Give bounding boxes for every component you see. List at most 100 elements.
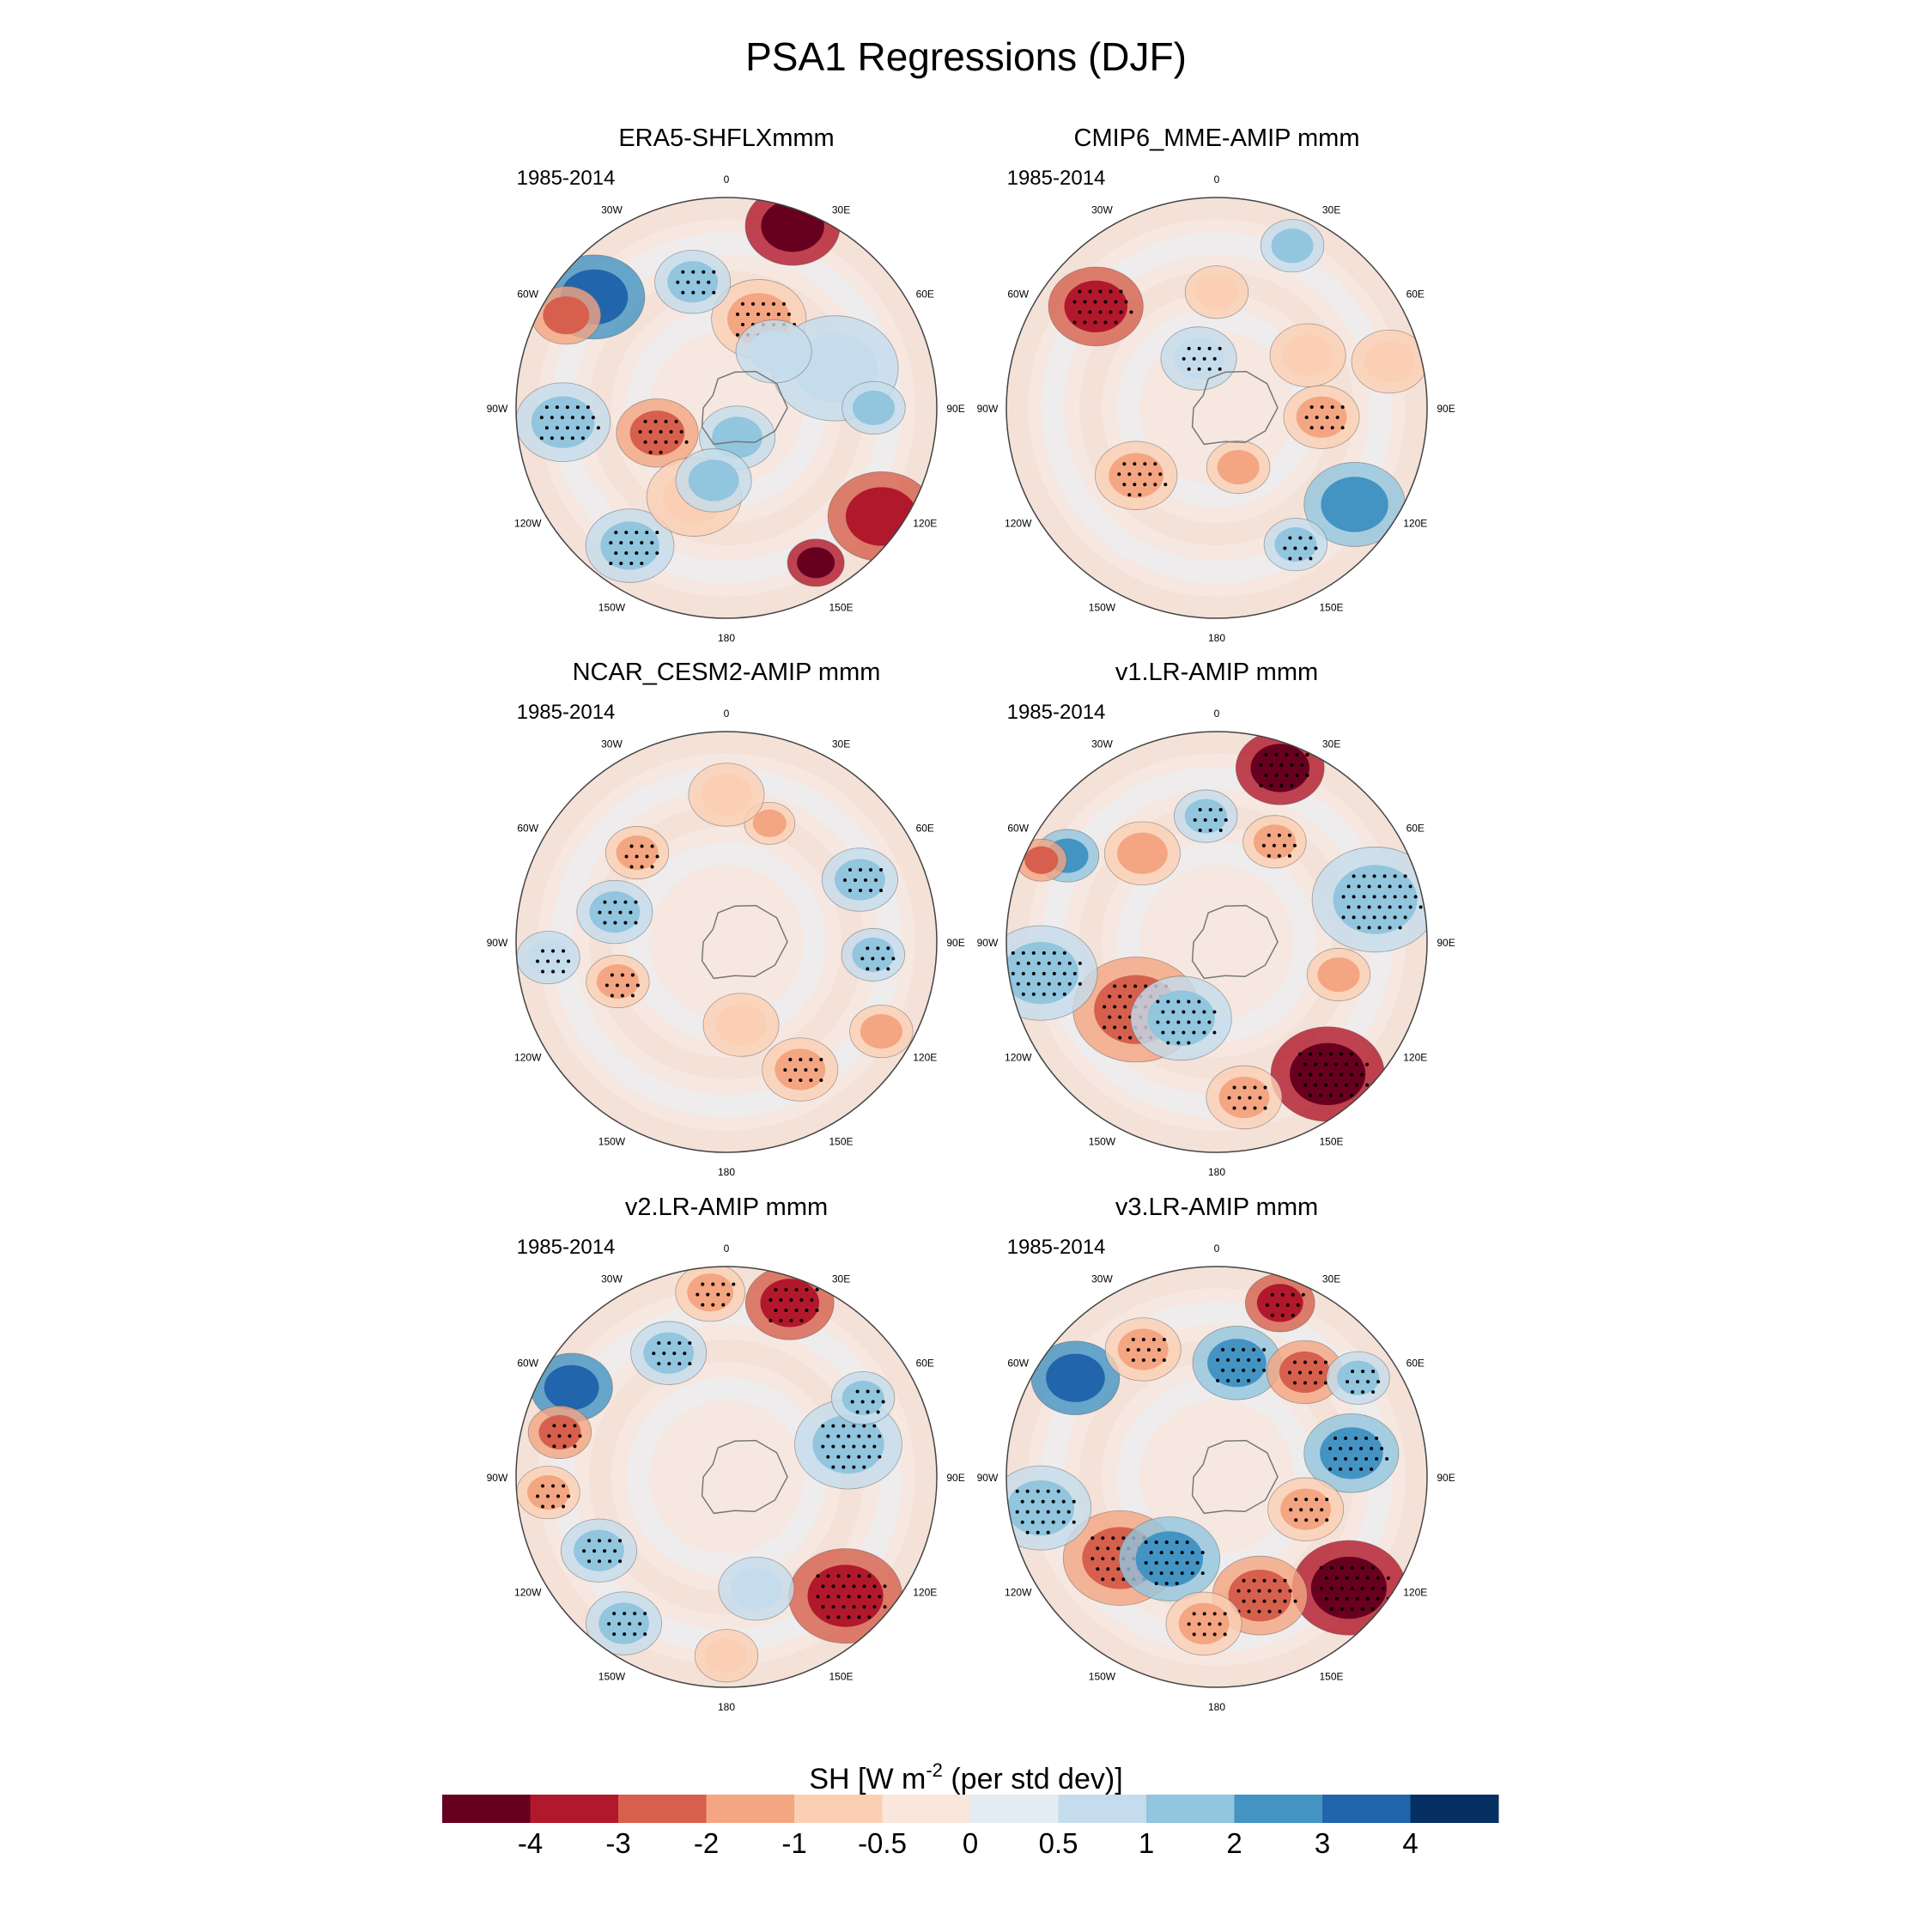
map-boundary bbox=[515, 1266, 938, 1688]
stipple-dot bbox=[1192, 1010, 1196, 1014]
anomaly-contour bbox=[1184, 265, 1249, 319]
stippling bbox=[769, 1287, 819, 1322]
stipple-dot bbox=[869, 868, 873, 872]
stipple-dot bbox=[761, 301, 765, 306]
stipple-dot bbox=[587, 1559, 592, 1564]
stippling bbox=[1289, 1498, 1329, 1522]
stipple-dot bbox=[1350, 1093, 1354, 1097]
stipple-dot bbox=[614, 531, 618, 535]
stippling bbox=[1341, 874, 1423, 930]
stipple-dot bbox=[1144, 1540, 1148, 1545]
longitude-label: 90W bbox=[977, 1472, 999, 1484]
anomaly-contour bbox=[1235, 732, 1325, 805]
stipple-dot bbox=[541, 1504, 545, 1509]
panel-period: 1985-2014 bbox=[517, 1236, 616, 1259]
anomaly-core bbox=[853, 390, 895, 426]
anomaly-patch bbox=[576, 879, 653, 945]
stipple-dot bbox=[638, 429, 642, 434]
stipple-dot bbox=[1025, 1489, 1030, 1493]
stipple-dot bbox=[1262, 1347, 1267, 1352]
anomaly-contour bbox=[1260, 219, 1325, 273]
stipple-dot bbox=[696, 280, 701, 284]
stipple-dot bbox=[789, 1297, 793, 1302]
stipple-dot bbox=[1377, 884, 1382, 889]
colorbar-tick-label: 0.5 bbox=[1039, 1827, 1078, 1859]
longitude-label: 60W bbox=[1007, 1357, 1029, 1369]
stipple-dot bbox=[623, 1612, 627, 1616]
stipple-dot bbox=[1226, 1358, 1230, 1362]
stipple-dot bbox=[1088, 310, 1092, 314]
anomaly-core bbox=[1317, 957, 1360, 993]
stipple-dot bbox=[1218, 367, 1222, 371]
stipple-dot bbox=[1030, 1499, 1035, 1504]
stippling bbox=[1015, 1489, 1076, 1534]
stipple-dot bbox=[879, 889, 884, 893]
stipple-dot bbox=[1072, 320, 1077, 325]
stipple-dot bbox=[1182, 356, 1186, 361]
stippling bbox=[1283, 536, 1318, 561]
stipple-dot bbox=[1176, 1020, 1181, 1024]
stipple-dot bbox=[1329, 1093, 1334, 1097]
stipple-dot bbox=[1340, 1052, 1344, 1056]
stipple-dot bbox=[876, 967, 880, 971]
stippling bbox=[1236, 1578, 1297, 1613]
stipple-dot bbox=[814, 1068, 818, 1072]
stipple-dot bbox=[1269, 762, 1273, 767]
stipple-dot bbox=[860, 957, 865, 961]
longitude-label: 90W bbox=[487, 937, 508, 949]
stipple-dot bbox=[1133, 462, 1137, 466]
stipple-dot bbox=[872, 1424, 877, 1428]
anomaly-patch bbox=[531, 286, 602, 345]
anomaly-patch bbox=[585, 508, 675, 583]
anomaly-patch bbox=[1103, 821, 1181, 885]
stipple-dot bbox=[847, 1615, 851, 1619]
anomaly-patch bbox=[1165, 1591, 1242, 1656]
longitude-label: 120E bbox=[913, 1587, 937, 1599]
stipple-dot bbox=[1309, 556, 1313, 561]
stipple-dot bbox=[766, 312, 770, 316]
stipple-dot bbox=[623, 900, 628, 904]
stipple-dot bbox=[1273, 1578, 1277, 1583]
stipple-dot bbox=[826, 1455, 830, 1459]
stipple-dot bbox=[1052, 971, 1056, 975]
stipple-dot bbox=[1370, 1565, 1375, 1570]
longitude-label: 150W bbox=[598, 1670, 626, 1682]
stipple-dot bbox=[1319, 1586, 1323, 1590]
stipple-dot bbox=[618, 1539, 623, 1543]
stipple-dot bbox=[1218, 1622, 1222, 1626]
stipple-dot bbox=[1354, 1436, 1358, 1440]
stipple-dot bbox=[1366, 1380, 1370, 1384]
stipple-dot bbox=[847, 1434, 851, 1438]
colorbar-tick-label: 3 bbox=[1315, 1827, 1330, 1859]
colorbar-tick-label: 0 bbox=[963, 1827, 978, 1859]
stipple-dot bbox=[799, 1058, 803, 1062]
anomaly-core bbox=[1364, 340, 1415, 383]
stippling bbox=[547, 1424, 582, 1449]
map-panel: v2.LR-AMIP mmm 1985-2014 0 30E 60E 90E 120E 150… bbox=[487, 1194, 965, 1713]
stipple-dot bbox=[1351, 1370, 1355, 1374]
stipple-dot bbox=[1149, 1551, 1153, 1555]
stipple-dot bbox=[1357, 884, 1361, 889]
anomaly-contour bbox=[688, 762, 765, 827]
stipple-dot bbox=[1267, 1609, 1272, 1613]
anomaly-contour bbox=[1303, 1413, 1400, 1493]
stipple-dot bbox=[841, 1424, 846, 1428]
stipple-dot bbox=[721, 1303, 726, 1307]
panel-period: 1985-2014 bbox=[1007, 167, 1106, 190]
anomaly-patch bbox=[787, 538, 845, 587]
anomaly-core bbox=[1184, 799, 1227, 834]
stippling bbox=[598, 900, 638, 925]
stipple-dot bbox=[1207, 367, 1212, 371]
stipple-dot bbox=[774, 1287, 778, 1291]
stipple-dot bbox=[598, 910, 602, 914]
longitude-label: 180 bbox=[1208, 1166, 1225, 1178]
stipple-dot bbox=[857, 1455, 861, 1459]
stipple-dot bbox=[815, 1287, 819, 1291]
stippling bbox=[1187, 1612, 1227, 1637]
stipple-dot bbox=[869, 889, 873, 893]
stipple-dot bbox=[1340, 1093, 1344, 1097]
stipple-dot bbox=[1375, 1436, 1379, 1440]
longitude-label: 90W bbox=[977, 403, 999, 415]
stipple-dot bbox=[1154, 1561, 1158, 1565]
stipple-dot bbox=[883, 1584, 887, 1589]
